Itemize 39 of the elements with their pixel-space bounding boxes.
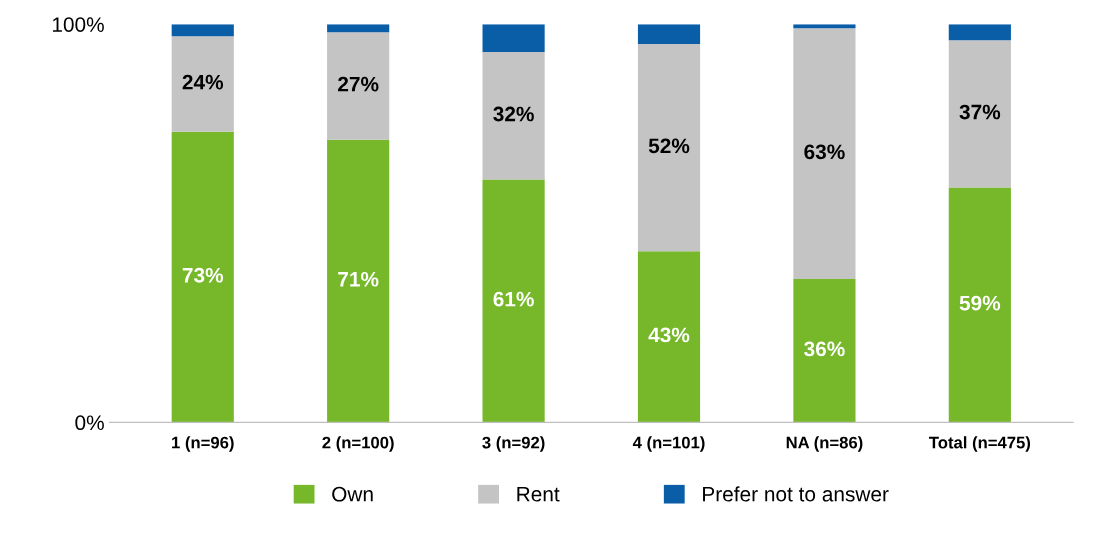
data-label: 61% bbox=[493, 291, 534, 307]
bar bbox=[637, 44, 701, 252]
x-tick-label: Total (n=475) bbox=[929, 436, 1031, 452]
y-tick-label: 0% bbox=[75, 415, 104, 431]
data-label: 27% bbox=[338, 76, 379, 92]
data-label: 37% bbox=[959, 104, 1001, 120]
data-label: 24% bbox=[182, 74, 224, 90]
bar bbox=[482, 179, 545, 423]
bar bbox=[793, 279, 856, 423]
bar bbox=[327, 139, 390, 423]
bar bbox=[637, 24, 701, 45]
bar bbox=[948, 24, 1011, 41]
data-label: 59% bbox=[959, 295, 1001, 311]
bar bbox=[482, 52, 545, 180]
bar bbox=[171, 24, 234, 37]
x-tick-label: 1 (n=96) bbox=[172, 436, 234, 452]
data-label: 63% bbox=[804, 144, 845, 160]
y-tick-label: 100% bbox=[52, 17, 104, 32]
data-label: 71% bbox=[338, 271, 379, 287]
x-tick-label: 3 (n=92) bbox=[482, 436, 545, 452]
data-label: 73% bbox=[182, 267, 224, 283]
legend-label: Rent bbox=[517, 487, 560, 502]
bar bbox=[171, 131, 234, 423]
bar bbox=[171, 36, 234, 132]
legend-label: Prefer not to answer bbox=[703, 486, 889, 502]
data-label: 32% bbox=[493, 106, 534, 122]
legend-label: Own bbox=[332, 486, 373, 502]
x-tick-label: 4 (n=101) bbox=[632, 436, 705, 452]
bar bbox=[637, 251, 701, 423]
bar bbox=[948, 40, 1011, 188]
data-label: 52% bbox=[648, 138, 690, 154]
bar bbox=[482, 24, 545, 53]
x-tick-label: 2 (n=100) bbox=[322, 436, 394, 452]
x-tick-label: NA (n=86) bbox=[786, 436, 863, 452]
bar bbox=[327, 32, 390, 140]
data-label: 36% bbox=[804, 341, 845, 357]
bar bbox=[793, 28, 856, 280]
data-label: 43% bbox=[648, 327, 690, 343]
bar bbox=[948, 187, 1011, 423]
